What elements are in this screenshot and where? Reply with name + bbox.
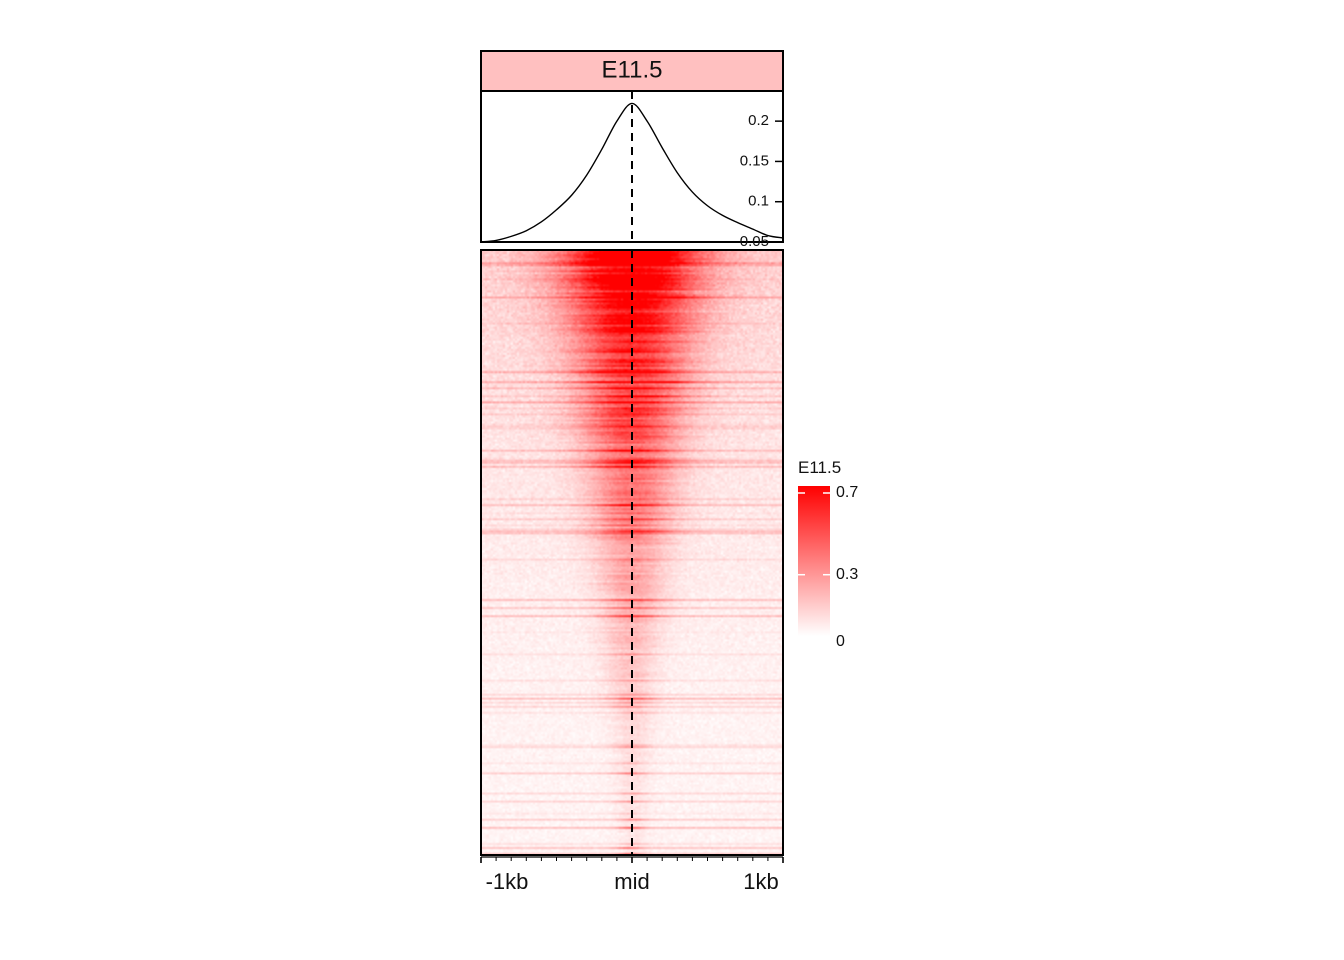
x-tick-label: mid [614,869,649,894]
legend-tick-label: 0 [836,633,845,650]
profile-ytick-label: 0.15 [740,152,769,169]
legend-tick-label: 0.7 [836,484,858,501]
legend-title: E11.5 [798,458,841,477]
panel-strip [480,50,784,92]
legend-tick-label: 0.3 [836,566,858,583]
profile-ytick-label: 0.2 [748,112,769,129]
profile-line [480,102,784,243]
profile-panel: 0.2 0.15 0.1 0.05 [480,90,784,250]
x-tick-label: -1kb [486,869,529,894]
heatmap-panel [480,249,784,856]
profile-ytick-label: 0.1 [748,193,769,210]
x-tick-label: 1kb [743,869,778,894]
heatmap-x-axis: -1kb mid 1kb [480,856,784,894]
color-legend: E11.5 0.7 0.3 0 [798,458,858,650]
panel-strip-title: E11.5 [602,56,663,83]
profile-ytick-label: 0.05 [740,233,769,250]
legend-color-bar [798,486,830,636]
